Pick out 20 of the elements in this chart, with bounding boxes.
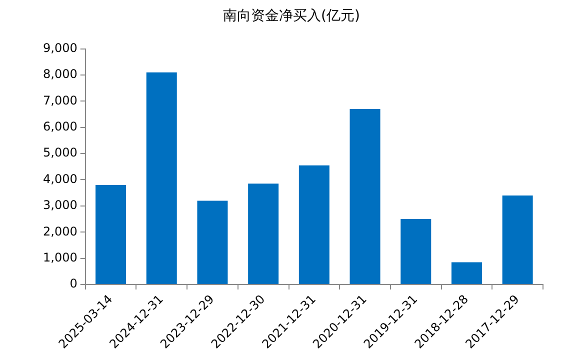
y-tick-label: 8,000 [42, 67, 78, 82]
y-tick-label: 3,000 [42, 198, 78, 212]
y-tick-label: 0 [70, 276, 78, 291]
y-tick-label: 6,000 [42, 119, 78, 134]
bar [96, 184, 126, 284]
y-tick-label: 4,000 [42, 172, 78, 186]
bar [298, 165, 330, 284]
bar [197, 200, 228, 284]
bar [400, 219, 432, 284]
y-tick-label: 7,000 [42, 93, 78, 108]
y-tick-label: 2,000 [42, 224, 78, 238]
y-tick-label: 5,000 [42, 146, 78, 160]
bar [248, 184, 279, 284]
chart-title: 南向资金净买入(亿元) [223, 8, 360, 24]
bar [350, 109, 380, 284]
bar [451, 262, 482, 284]
bar [146, 72, 177, 284]
y-tick-label: 9,000 [42, 40, 78, 55]
y-tick-label: 1,000 [42, 250, 78, 264]
bar [502, 195, 533, 284]
